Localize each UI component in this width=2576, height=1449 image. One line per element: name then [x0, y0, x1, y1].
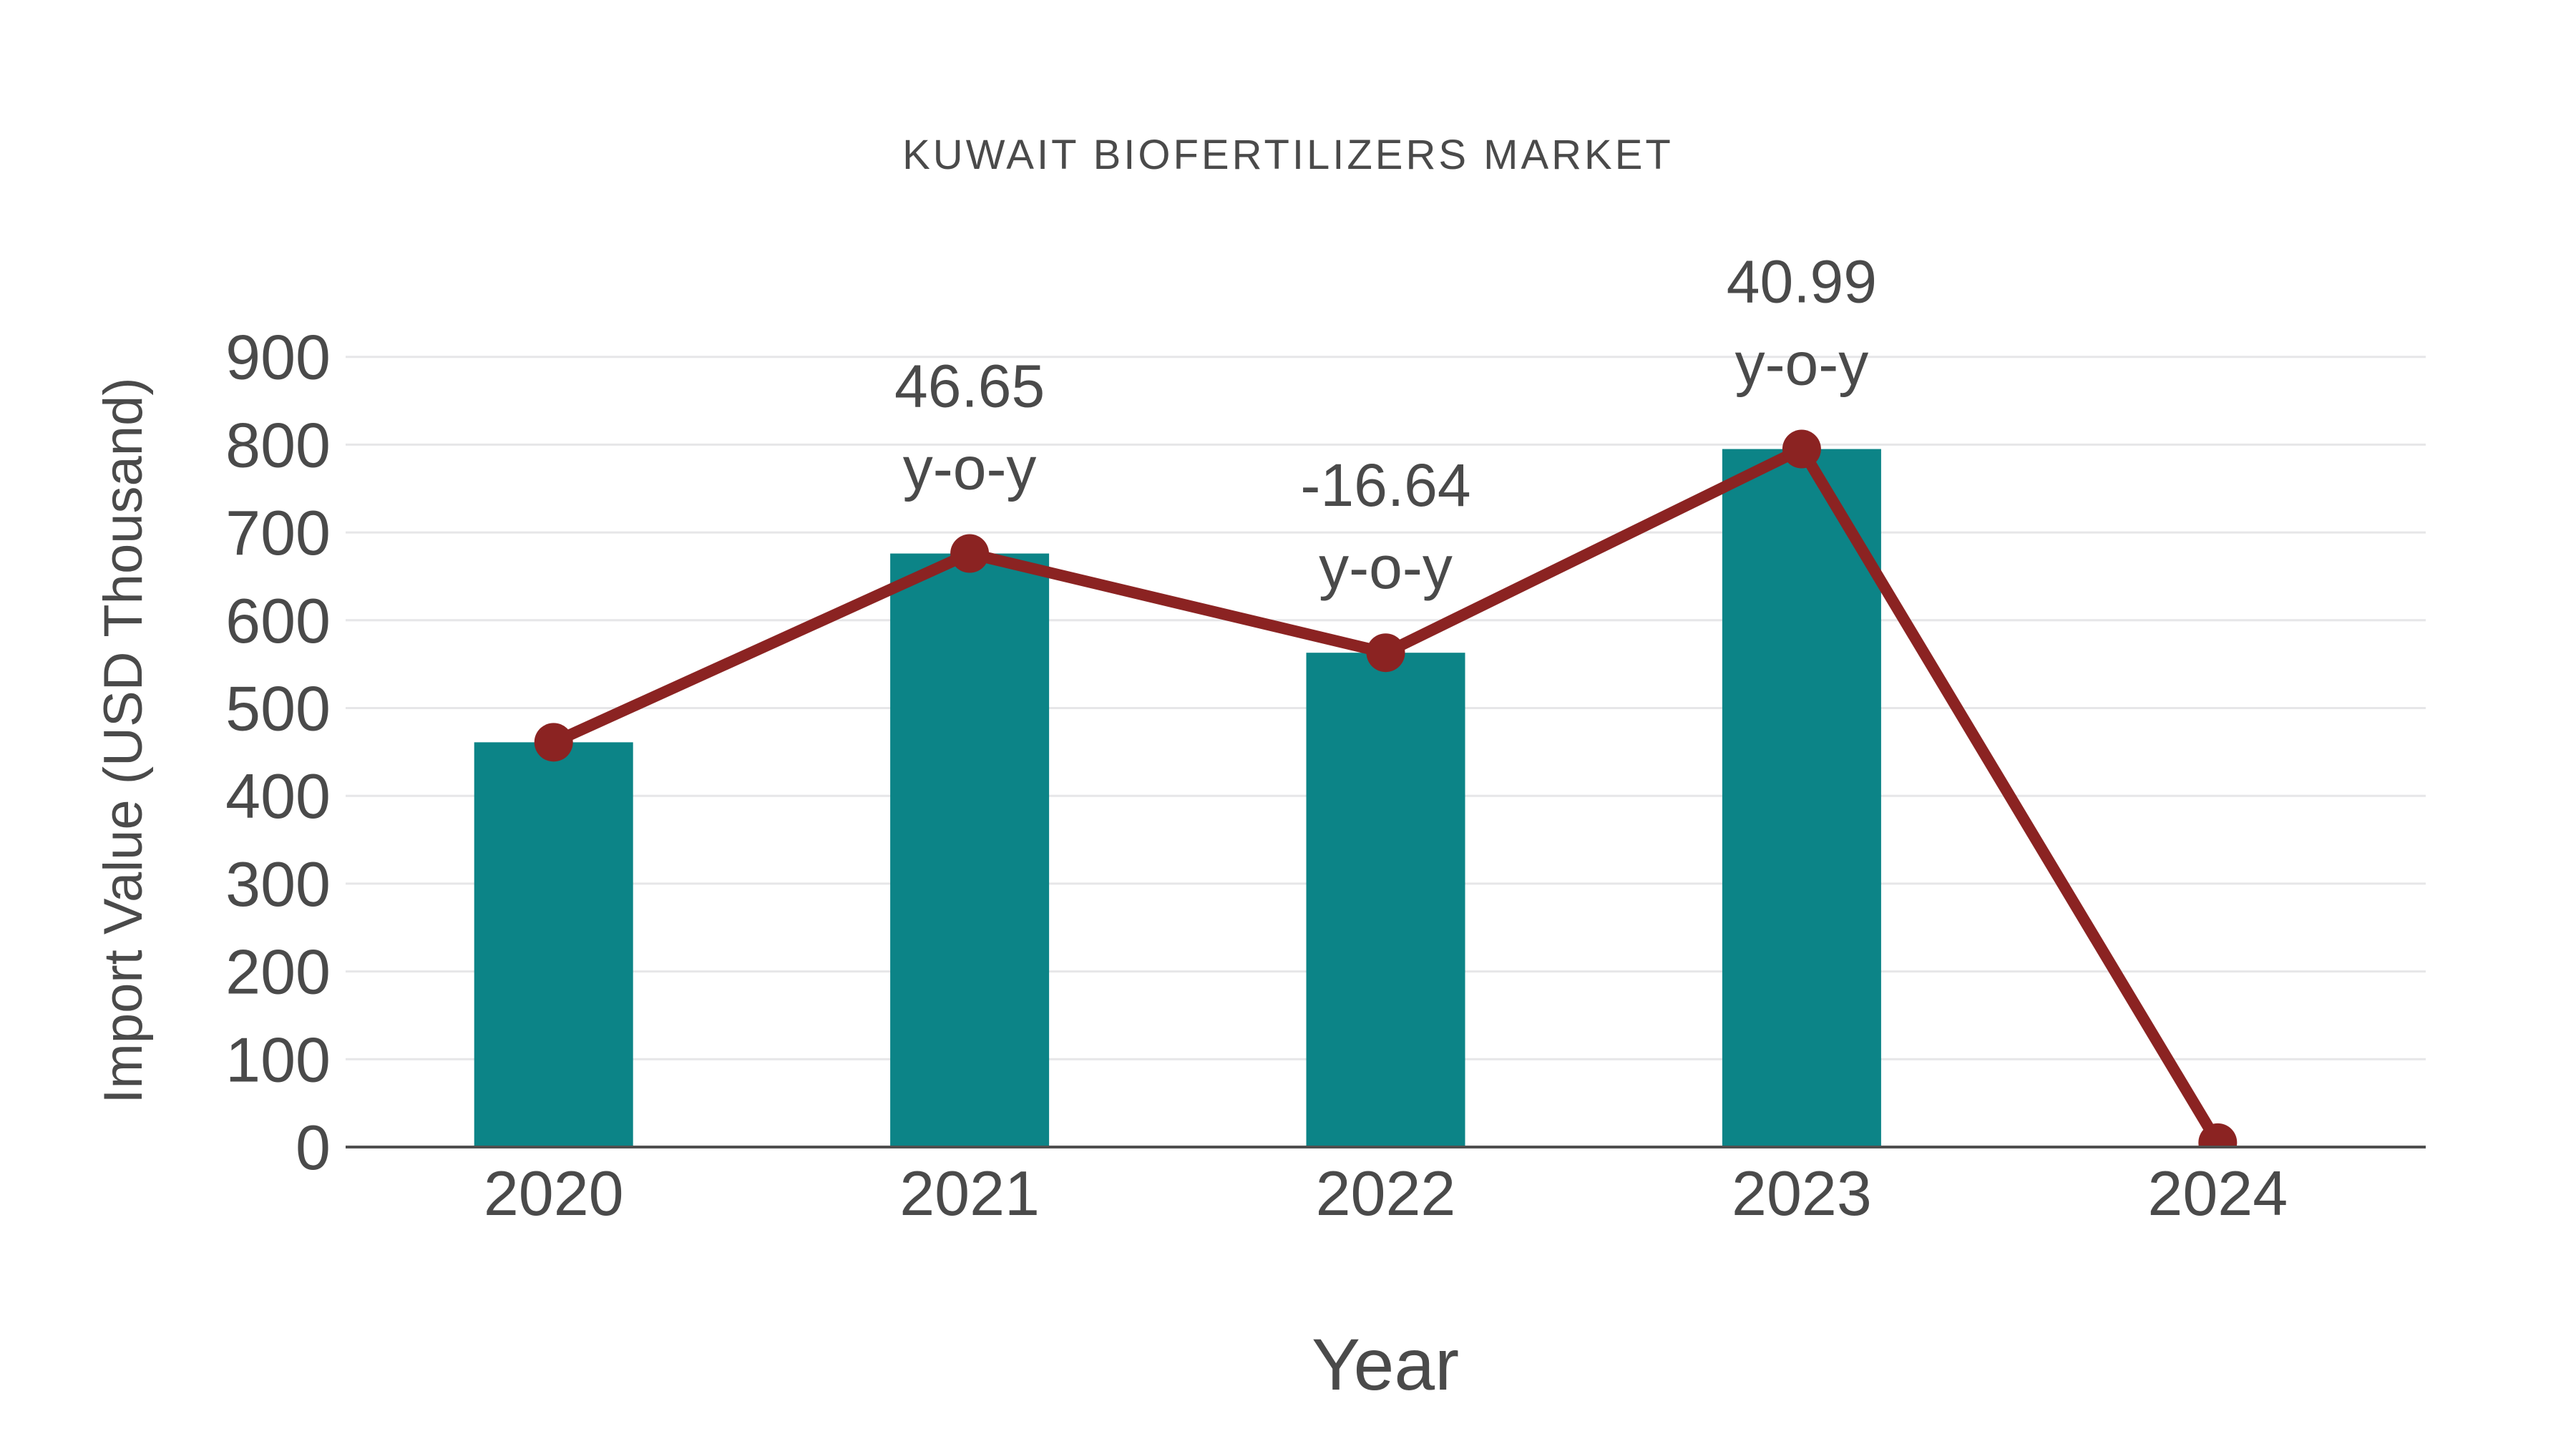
y-tick-label-500: 500: [225, 673, 331, 744]
x-axis-title: Year: [1311, 1324, 1460, 1405]
marker-2022: [1366, 633, 1405, 673]
yoy-value-2021: 46.65: [894, 353, 1045, 420]
y-axis-title: Import Value (USD Thousand): [93, 377, 154, 1104]
marker-2024: [2198, 1123, 2238, 1147]
y-tick-label-0: 0: [296, 1112, 331, 1183]
y-tick-label-600: 600: [225, 585, 331, 656]
chart-title: KUWAIT BIOFERTILIZERS MARKET: [902, 132, 1674, 178]
yoy-suffix-2023: y-o-y: [1735, 331, 1869, 398]
x-tick-label-2020: 2020: [484, 1158, 624, 1229]
y-tick-label-200: 200: [225, 937, 331, 1008]
y-tick-label-300: 300: [225, 849, 331, 919]
y-tick-label-700: 700: [225, 497, 331, 568]
bar-2022: [1306, 653, 1465, 1147]
y-tick-label-900: 900: [225, 322, 331, 393]
marker-2020: [534, 723, 573, 762]
x-tick-label-2022: 2022: [1316, 1158, 1456, 1229]
marker-2021: [950, 534, 990, 573]
y-tick-label-100: 100: [225, 1024, 331, 1095]
yoy-suffix-2021: y-o-y: [903, 435, 1037, 502]
trend-line-group: [534, 429, 2238, 1147]
x-tick-label-2023: 2023: [1732, 1158, 1872, 1229]
yoy-suffix-2022: y-o-y: [1319, 534, 1453, 601]
bar-2023: [1722, 449, 1881, 1147]
marker-2023: [1782, 429, 1821, 469]
yoy-value-2023: 40.99: [1727, 248, 1877, 316]
x-tick-label-2021: 2021: [899, 1158, 1040, 1229]
y-tick-label-800: 800: [225, 409, 331, 480]
x-tick-label-2024: 2024: [2147, 1158, 2288, 1229]
bar-2020: [474, 742, 633, 1147]
y-tick-label-400: 400: [225, 761, 331, 831]
yoy-value-2022: -16.64: [1300, 452, 1470, 519]
bar-2021: [890, 553, 1050, 1147]
